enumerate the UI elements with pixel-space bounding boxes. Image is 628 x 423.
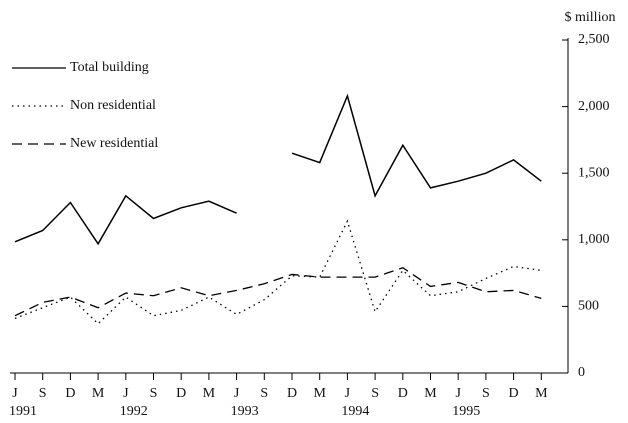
x-tick-label: S (260, 386, 268, 401)
x-tick-label: M (203, 386, 216, 401)
series-line (14, 194, 237, 246)
y-tick-label: 1,500 (578, 165, 610, 180)
legend-label: Non residential (70, 98, 156, 113)
y-tick-label: 2,500 (578, 32, 610, 47)
x-tick-label: J (345, 386, 351, 401)
x-tick-label: M (535, 386, 548, 401)
x-tick-label: D (65, 386, 75, 401)
x-tick-label: S (371, 386, 379, 401)
x-tick-label: D (176, 386, 186, 401)
year-label: 1991 (9, 404, 37, 419)
x-tick-label: M (313, 386, 326, 401)
x-tick-label: J (12, 386, 18, 401)
y-tick-label: 2,000 (578, 99, 610, 114)
y-tick-label: 0 (578, 365, 585, 380)
y-tick-label: 1,000 (578, 232, 610, 247)
x-tick-label: M (424, 386, 437, 401)
x-tick-label: J (123, 386, 129, 401)
x-tick-label: S (39, 386, 47, 401)
x-tick-label: D (287, 386, 297, 401)
x-tick-label: D (509, 386, 519, 401)
year-label: 1994 (341, 404, 369, 419)
series-line (14, 267, 542, 317)
x-tick-label: S (482, 386, 490, 401)
year-label: 1992 (120, 404, 148, 419)
x-tick-label: J (234, 386, 240, 401)
year-label: 1993 (231, 404, 259, 419)
x-tick-label: D (398, 386, 408, 401)
x-tick-label: J (455, 386, 461, 401)
y-axis-label: $ million (565, 10, 616, 25)
legend-label: Total building (70, 60, 149, 75)
x-tick-label: M (92, 386, 105, 401)
y-tick-label: 500 (578, 299, 599, 314)
x-tick-label: S (150, 386, 158, 401)
legend-label: New residential (70, 136, 158, 151)
year-label: 1995 (452, 404, 480, 419)
series-line (291, 93, 542, 198)
